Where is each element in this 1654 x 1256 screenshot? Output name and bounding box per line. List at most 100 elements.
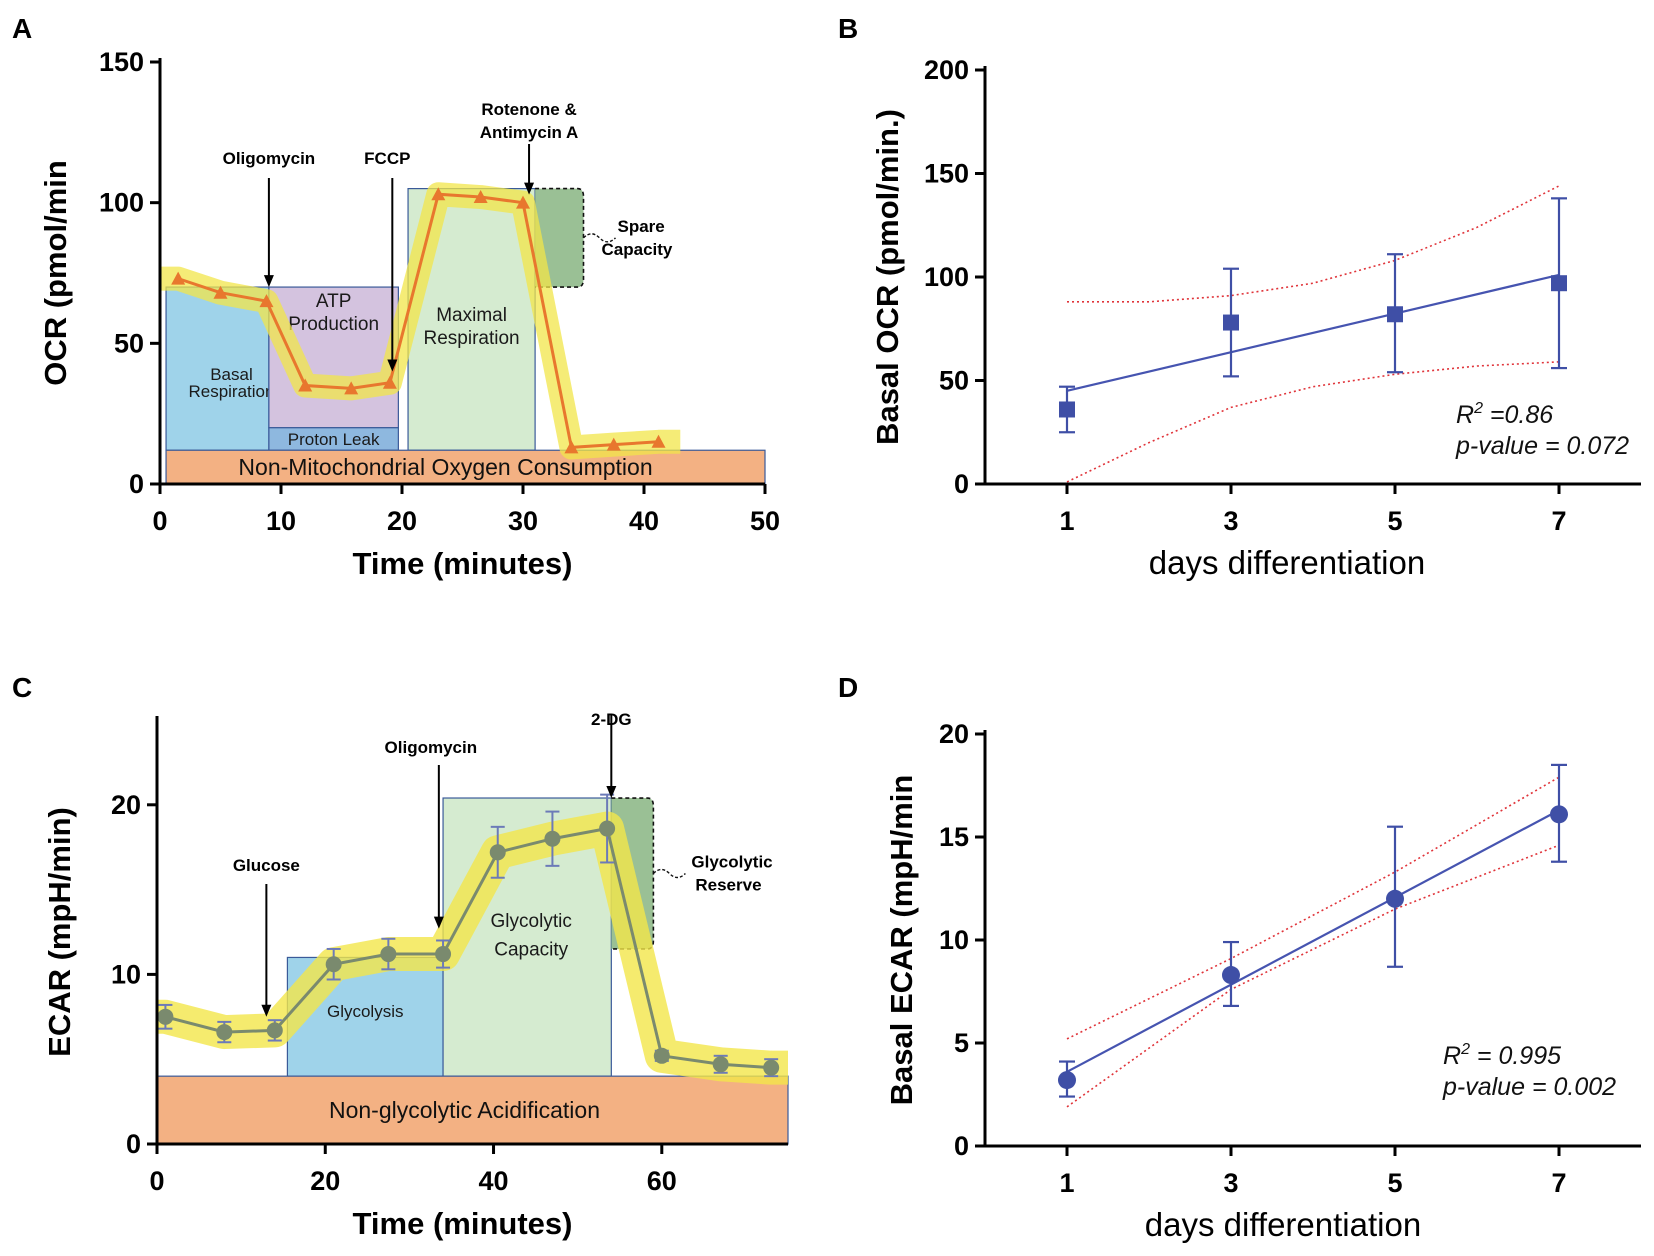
y-tick-label: 0 bbox=[126, 1129, 141, 1159]
y-tick-label: 10 bbox=[939, 925, 969, 955]
bracket-label: Capacity bbox=[602, 240, 673, 259]
y-tick-label: 15 bbox=[939, 822, 969, 852]
y-axis-label: Basal OCR (pmol/min.) bbox=[870, 109, 905, 445]
region-label: Proton Leak bbox=[288, 430, 380, 449]
ocr-data-point bbox=[431, 187, 446, 201]
region-label: Glycolytic bbox=[491, 911, 572, 932]
x-axis-label: Time (minutes) bbox=[353, 1206, 573, 1241]
data-point-circle bbox=[1386, 889, 1404, 908]
ecar-data-point bbox=[380, 946, 397, 963]
p-value-label: p-value = 0.002 bbox=[1442, 1073, 1616, 1101]
y-tick-label: 0 bbox=[954, 1131, 969, 1161]
x-axis-label: days differentiation bbox=[1145, 1206, 1421, 1243]
region-basal-respiration bbox=[165, 286, 270, 451]
ocr-data-point bbox=[171, 271, 186, 285]
x-tick-label: 1 bbox=[1059, 506, 1074, 536]
panel-letter-a: A bbox=[12, 13, 32, 44]
injection-label: Rotenone & bbox=[481, 100, 576, 119]
y-tick-label: 0 bbox=[954, 469, 969, 499]
ocr-series-line bbox=[177, 192, 659, 450]
x-tick-label: 10 bbox=[266, 506, 296, 536]
data-point-square bbox=[1223, 314, 1239, 331]
ecar-data-point bbox=[435, 946, 452, 963]
injection-arrow-head bbox=[387, 359, 398, 372]
y-axis-label: OCR (pmol/min bbox=[38, 160, 73, 386]
regression-line bbox=[1066, 273, 1560, 392]
bracket-label: Glycolytic bbox=[691, 852, 772, 871]
x-axis-label: days differentiation bbox=[1149, 544, 1425, 581]
bracket-label: Reserve bbox=[695, 875, 761, 894]
ocr-data-point bbox=[213, 285, 228, 299]
y-axis-label: ECAR (mpH/min) bbox=[42, 807, 77, 1057]
ecar-data-point bbox=[544, 830, 561, 847]
region-label: Maximal bbox=[436, 305, 507, 326]
data-point-square bbox=[1387, 306, 1403, 323]
ocr-data-point bbox=[298, 378, 313, 392]
data-point-circle bbox=[1058, 1071, 1076, 1090]
ecar-data-point bbox=[266, 1022, 283, 1039]
ecar-series-line bbox=[165, 826, 772, 1070]
y-tick-label: 5 bbox=[954, 1028, 969, 1058]
x-tick-label: 20 bbox=[387, 506, 417, 536]
ocr-data-point bbox=[473, 190, 488, 204]
reserve-bracket-fill bbox=[535, 188, 584, 288]
ci-lower-line bbox=[1066, 361, 1560, 483]
panel-c-ecar-chart: Glycolysis Glycolytic Capacity Non-glycolyt… bbox=[42, 710, 789, 1241]
region-label: Basal bbox=[210, 365, 253, 384]
region-label: Capacity bbox=[494, 940, 568, 961]
region-non-glycolytic bbox=[156, 1075, 789, 1145]
ci-lower-line bbox=[1066, 844, 1560, 1108]
injection-label: Oligomycin bbox=[385, 738, 478, 757]
injection-label: 2-DG bbox=[591, 710, 632, 729]
r-squared-label: R2 =0.86 bbox=[1456, 400, 1553, 429]
y-tick-label: 50 bbox=[114, 328, 144, 358]
region-label: Non-glycolytic Acidification bbox=[329, 1097, 600, 1123]
y-tick-label: 0 bbox=[129, 469, 144, 499]
r-squared-r: R bbox=[1443, 1042, 1461, 1070]
reserve-bracket-leader bbox=[583, 233, 616, 243]
ecar-data-point bbox=[712, 1056, 729, 1073]
y-tick-label: 20 bbox=[111, 790, 141, 820]
x-tick-label: 40 bbox=[629, 506, 659, 536]
data-point-square bbox=[1551, 275, 1567, 292]
x-tick-label: 40 bbox=[479, 1166, 509, 1196]
panel-letter-d: D bbox=[838, 672, 858, 703]
ecar-data-point bbox=[599, 820, 616, 837]
panel-letter-c: C bbox=[12, 672, 32, 703]
x-tick-label: 3 bbox=[1223, 506, 1238, 536]
ci-upper-line bbox=[1067, 185, 1560, 303]
ecar-data-point bbox=[325, 956, 342, 973]
y-tick-label: 200 bbox=[924, 55, 969, 85]
ecar-data-point bbox=[489, 844, 506, 861]
injection-label: FCCP bbox=[364, 149, 410, 168]
ocr-data-point bbox=[651, 434, 666, 448]
regression-line bbox=[1066, 809, 1560, 1073]
injection-arrow-head bbox=[263, 275, 274, 288]
injection-arrow-head bbox=[524, 182, 535, 195]
x-tick-label: 5 bbox=[1387, 1168, 1402, 1198]
panel-b-basal-ocr-chart: R2 =0.86 p-value = 0.072 0 50 100 150 200 1 3 5 7 d… bbox=[870, 55, 1641, 581]
x-tick-label: 0 bbox=[152, 506, 167, 536]
panel-letter-b: B bbox=[838, 13, 858, 44]
panel-d-basal-ecar-chart: R2 = 0.995 p-value = 0.002 0 5 10 15 20 1 3 5 7 day… bbox=[884, 719, 1641, 1243]
y-axis-label: Basal ECAR (mpH/min bbox=[884, 775, 919, 1106]
x-tick-label: 50 bbox=[750, 506, 780, 536]
region-label: Production bbox=[288, 314, 379, 335]
region-label: ATP bbox=[316, 291, 352, 312]
x-tick-label: 20 bbox=[310, 1166, 340, 1196]
y-tick-label: 10 bbox=[111, 959, 141, 989]
region-label: Respiration bbox=[188, 382, 274, 401]
y-tick-label: 20 bbox=[939, 719, 969, 749]
x-tick-label: 7 bbox=[1551, 506, 1566, 536]
r-squared-sup: 2 bbox=[1460, 1041, 1470, 1058]
x-tick-label: 0 bbox=[149, 1166, 164, 1196]
ocr-data-point bbox=[564, 440, 579, 454]
region-label: Glycolysis bbox=[327, 1002, 404, 1021]
injection-arrow-head bbox=[261, 1004, 272, 1017]
x-tick-label: 5 bbox=[1387, 506, 1402, 536]
r-squared-r: R bbox=[1456, 401, 1474, 429]
injection-label: Glucose bbox=[233, 856, 300, 875]
ocr-data-point bbox=[259, 294, 274, 308]
ecar-data-point bbox=[157, 1008, 174, 1025]
